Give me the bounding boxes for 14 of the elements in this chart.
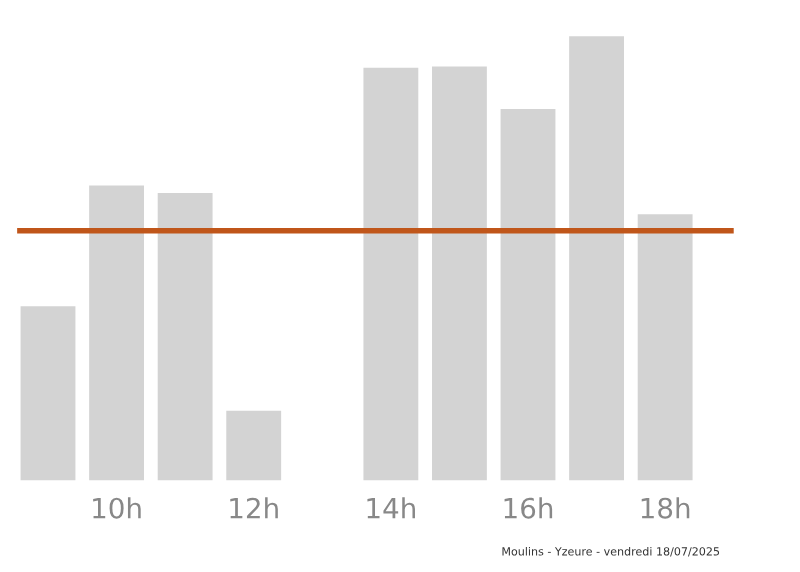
bar [569, 36, 624, 481]
x-tick-label: 18h [641, 497, 690, 519]
bar [363, 67, 419, 481]
bar [89, 185, 144, 481]
bar [432, 66, 487, 481]
x-tick-label: 16h [504, 497, 553, 519]
bar [20, 306, 76, 481]
bar [226, 410, 282, 481]
bar [637, 214, 693, 481]
x-tick-label: 14h [367, 497, 415, 519]
x-tick-label: 10h [93, 497, 141, 519]
bar [157, 193, 213, 481]
x-tick-label: 12h [230, 497, 278, 519]
bar [500, 109, 556, 481]
